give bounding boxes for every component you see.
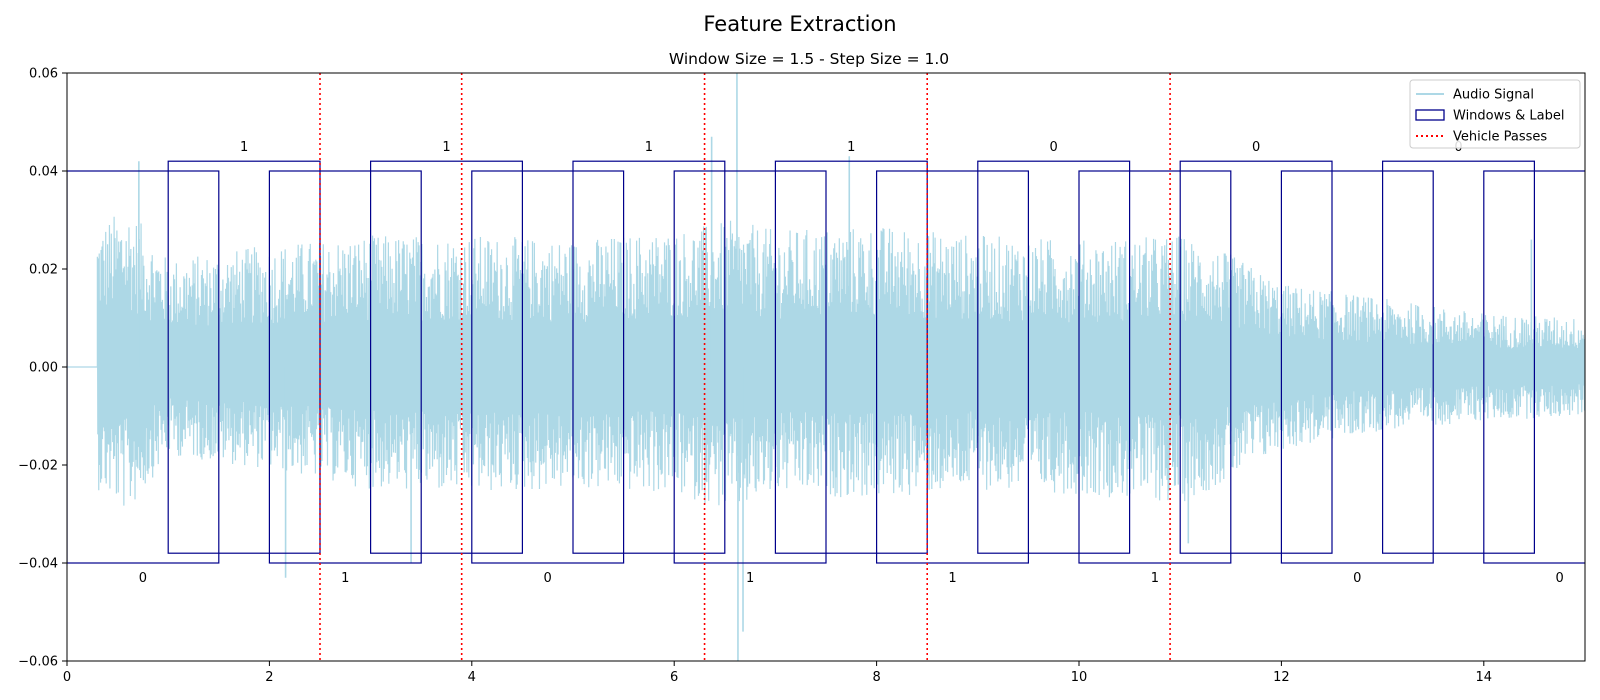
window-rect [1483,170,1585,564]
window-label: 0 [139,571,147,586]
window-rect [572,160,726,554]
legend-entry-label: Windows & Label [1453,109,1565,124]
x-tick-label: 0 [63,670,71,685]
window-rect [370,160,524,554]
window-rect [1381,160,1535,554]
window-rect [471,170,625,564]
window-label: 1 [645,140,653,155]
window-rect [67,170,220,564]
chart-subtitle: Window Size = 1.5 - Step Size = 1.0 [669,50,949,68]
x-tick-label: 8 [872,670,880,685]
window-rect [673,170,827,564]
legend-windows-swatch [1415,109,1445,121]
y-tick-label: 0.04 [29,165,58,180]
audio-signal-line [67,216,1585,506]
window-label: 0 [1353,571,1361,586]
window-label: 0 [1556,571,1564,586]
window-label: 1 [442,140,450,155]
chart-title: Feature Extraction [703,12,896,36]
x-tick-label: 4 [468,670,476,685]
window-label: 1 [847,140,855,155]
window-label: 1 [1151,571,1159,586]
window-rect [167,160,321,554]
window-label: 0 [1050,140,1058,155]
x-tick-label: 12 [1273,670,1290,685]
y-tick-label: −0.04 [18,557,58,572]
window-label: 1 [948,571,956,586]
x-tick-label: 6 [670,670,678,685]
legend-entry-label: Audio Signal [1453,88,1534,103]
legend-entry-label: Vehicle Passes [1453,130,1547,145]
y-tick-label: 0.00 [29,361,58,376]
window-rect [774,160,928,554]
y-tick-label: 0.02 [29,263,58,278]
x-tick-label: 2 [265,670,273,685]
window-label: 1 [746,571,754,586]
window-label: 0 [1252,140,1260,155]
y-tick-label: −0.02 [18,459,58,474]
window-rect [1078,170,1232,564]
window-label: 1 [341,571,349,586]
window-rect [977,160,1131,554]
window-rect [875,170,1029,564]
x-tick-label: 14 [1476,670,1493,685]
legend-box [1409,79,1581,149]
window-rect [1280,170,1434,564]
y-tick-label: 0.06 [29,67,58,82]
window-label: 1 [240,140,248,155]
x-tick-label: 10 [1071,670,1088,685]
y-tick-label: −0.06 [18,655,58,670]
window-rect [1179,160,1333,554]
window-label: 0 [544,571,552,586]
window-rect [268,170,422,564]
